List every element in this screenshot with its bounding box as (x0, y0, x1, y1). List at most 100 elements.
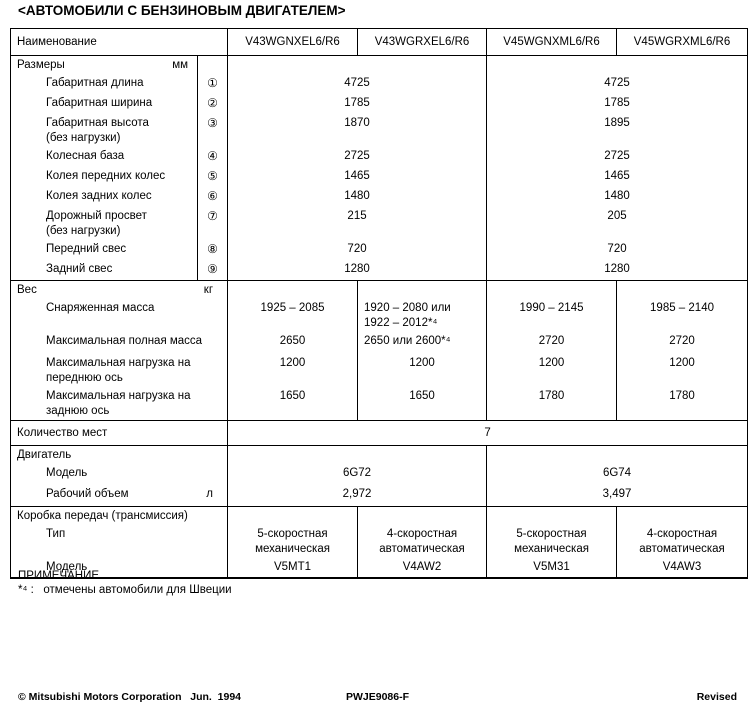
weight-section: кг Вес Снаряженная масса 1925 – 2085 1920… (10, 279, 748, 420)
circled-number-1: ① (196, 74, 228, 94)
weight-section-label: Вес (17, 283, 37, 296)
cell-value: 1990 – 2145 (486, 298, 617, 332)
cell-value: 1650 (227, 386, 358, 420)
model-column-header-4: V45WGRXML6/R6 (616, 28, 748, 56)
note-heading: ПРИМЕЧАНИЕ (18, 570, 100, 582)
transmission-section-label: Коробка передач (трансмиссия) (10, 505, 228, 525)
dimensions-section-label: Размеры (17, 59, 65, 71)
engine-section: Двигатель Модель 6G72 6G74 л Рабочий объе… (10, 444, 748, 506)
row-label: Максимальная полная масса (46, 334, 203, 347)
footer-copyright: © Mitsubishi Motors Corporation Jun. 199… (18, 691, 242, 703)
row-label: Снаряженная масса (46, 301, 155, 314)
engine-model-v45: 6G74 (486, 464, 748, 485)
engine-model-row: Модель 6G72 6G74 (11, 464, 748, 485)
cell-value: 1200 (616, 353, 748, 387)
v45-value: 720 (486, 240, 748, 260)
dimensions-header-row: мм Размеры (10, 55, 748, 74)
weight-col1-spacer (227, 279, 358, 299)
header-row: Наименование V43WGNXEL6/R6 V43WGRXEL6/R6… (11, 28, 748, 56)
dimension-row-rear-overhang: Задний свес ⑨ 1280 1280 (11, 260, 748, 280)
dimension-row-width: Габаритная ширина ② 1785 1785 (11, 94, 748, 114)
weight-col2-spacer (357, 279, 487, 299)
row-label: Максимальная нагрузка на заднюю ось (46, 389, 191, 417)
v45-value: 205 (486, 207, 748, 240)
v43-value: 720 (227, 240, 487, 260)
row-label: Передний свес (46, 243, 127, 255)
dimensions-v45-spacer (486, 55, 748, 74)
name-column-header: Наименование (11, 29, 228, 56)
circled-number-4: ④ (196, 147, 228, 167)
row-label: Колесная база (46, 150, 125, 162)
transmission-type: 5-скоростная механическая (227, 525, 358, 558)
row-label: Колея задних колес (46, 190, 152, 202)
engine-header-row: Двигатель (10, 444, 748, 464)
row-label: Габаритная высота (без нагрузки) (46, 117, 149, 144)
row-label: Модель (46, 561, 88, 573)
weight-col3-spacer (486, 279, 617, 299)
dimension-row-clearance: Дорожный просвет (без нагрузки) ⑦ 215 20… (11, 207, 748, 240)
v43-value: 1465 (227, 167, 487, 187)
engine-v43-spacer (227, 444, 487, 464)
circled-number-6: ⑥ (196, 187, 228, 207)
v43-value: 1785 (227, 94, 487, 114)
model-column-header-3: V45WGNXML6/R6 (486, 28, 617, 56)
seats-row: Количество мест 7 (10, 419, 748, 445)
v45-value: 1785 (486, 94, 748, 114)
dimensions-section-label-cell: мм Размеры (10, 55, 198, 74)
v43-value: 215 (227, 207, 487, 240)
dimensions-v43-spacer (227, 55, 487, 74)
weight-row-rear-axle-load: Максимальная нагрузка на заднюю ось 1650… (11, 386, 748, 420)
cell-value: 1200 (486, 353, 617, 387)
footer-revised-label: Revised (696, 691, 737, 703)
cell-value: 1780 (616, 386, 748, 420)
engine-displacement-v45: 3,497 (486, 485, 748, 506)
row-label: Тип (46, 528, 66, 540)
v43-value: 1870 (227, 114, 487, 147)
model-column-header-1: V43WGNXEL6/R6 (227, 28, 358, 56)
v45-value: 4725 (486, 74, 748, 94)
weight-row-front-axle-load: Максимальная нагрузка на переднюю ось 12… (11, 353, 748, 387)
cell-value: 1925 – 2085 (227, 298, 358, 332)
page-title: <АВТОМОБИЛИ С БЕНЗИНОВЫМ ДВИГАТЕЛЕМ> (18, 3, 346, 18)
transmission-model: V5MT1 (227, 558, 358, 578)
circled-number-9: ⑨ (196, 260, 228, 280)
v43-value: 1480 (227, 187, 487, 207)
cell-value: 1200 (227, 353, 358, 387)
seats-value: 7 (227, 419, 748, 445)
circled-number-7: ⑦ (196, 207, 228, 240)
transmission-col4-spacer (616, 505, 748, 525)
circled-number-8: ⑧ (196, 240, 228, 260)
dimension-row-length: Габаритная длина ① 4725 4725 (11, 74, 748, 94)
name-column-header-text: Наименование (17, 36, 97, 48)
seats-label: Количество мест (10, 419, 228, 445)
v45-value: 1480 (486, 187, 748, 207)
engine-model-v43: 6G72 (227, 464, 487, 485)
weight-col4-spacer (616, 279, 748, 299)
cell-value: 2720 (486, 331, 617, 354)
transmission-model: V5M31 (486, 558, 617, 578)
row-label: Максимальная нагрузка на переднюю ось (46, 356, 191, 384)
transmission-type: 5-скоростная механическая (486, 525, 617, 558)
v43-value: 1280 (227, 260, 487, 280)
weight-unit: кг (203, 283, 214, 296)
engine-displacement-row: л Рабочий объем 2,972 3,497 (11, 485, 748, 506)
cell-value: 2720 (616, 331, 748, 354)
v43-value: 2725 (227, 147, 487, 167)
dimension-row-front-track: Колея передних колес ⑤ 1465 1465 (11, 167, 748, 187)
dimension-row-wheelbase: Колесная база ④ 2725 2725 (11, 147, 748, 167)
transmission-model: V4AW2 (357, 558, 487, 578)
row-label: Дорожный просвет (без нагрузки) (46, 210, 147, 237)
cell-value: 1780 (486, 386, 617, 420)
row-label: Габаритная длина (46, 77, 144, 89)
transmission-model-row: Модель V5MT1 V4AW2 V5M31 V4AW3 (11, 558, 748, 578)
transmission-section: Коробка передач (трансмиссия) Тип 5-скор… (10, 505, 748, 578)
v45-value: 1280 (486, 260, 748, 280)
dimension-row-rear-track: Колея задних колес ⑥ 1480 1480 (11, 187, 748, 207)
dimensions-unit: мм (172, 59, 188, 71)
transmission-col2-spacer (357, 505, 487, 525)
dimension-row-height: Габаритная высота (без нагрузки) ③ 1870 … (11, 114, 748, 147)
dimensions-number-column-spacer (196, 55, 228, 74)
transmission-type: 4-скоростная автоматическая (616, 525, 748, 558)
cell-value: 1985 – 2140 (616, 298, 748, 332)
weight-row-gross-mass: Максимальная полная масса 2650 2650 или … (11, 331, 748, 354)
